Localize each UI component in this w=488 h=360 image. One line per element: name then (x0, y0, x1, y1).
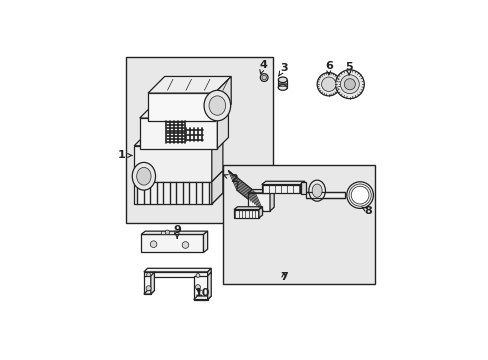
Ellipse shape (311, 184, 322, 197)
Polygon shape (134, 146, 211, 182)
Ellipse shape (208, 96, 225, 115)
Ellipse shape (137, 167, 151, 185)
Text: 10: 10 (194, 288, 209, 298)
Text: 6: 6 (324, 61, 332, 75)
Ellipse shape (308, 180, 325, 201)
Polygon shape (193, 276, 207, 300)
Polygon shape (148, 76, 231, 93)
Polygon shape (143, 276, 150, 294)
Polygon shape (261, 185, 300, 193)
Circle shape (146, 273, 150, 276)
Polygon shape (203, 231, 207, 252)
Polygon shape (207, 272, 211, 300)
Polygon shape (247, 190, 274, 193)
Circle shape (260, 74, 267, 81)
Polygon shape (141, 231, 207, 234)
Ellipse shape (278, 77, 286, 82)
Polygon shape (143, 272, 207, 278)
Polygon shape (269, 190, 274, 211)
Polygon shape (300, 181, 304, 193)
Circle shape (195, 285, 200, 290)
Polygon shape (233, 210, 259, 218)
Text: 7: 7 (280, 273, 287, 283)
Polygon shape (193, 296, 211, 300)
Polygon shape (150, 272, 154, 294)
Circle shape (182, 242, 188, 248)
Circle shape (321, 77, 335, 91)
Text: 8: 8 (361, 206, 371, 216)
Ellipse shape (203, 90, 230, 121)
Polygon shape (140, 118, 217, 149)
Polygon shape (134, 135, 223, 146)
Polygon shape (261, 181, 304, 185)
Circle shape (196, 274, 200, 278)
Polygon shape (174, 231, 178, 234)
Polygon shape (141, 234, 203, 252)
Polygon shape (160, 231, 174, 234)
Polygon shape (148, 93, 214, 121)
Bar (125, 57, 272, 223)
Polygon shape (278, 80, 286, 87)
Text: 3: 3 (278, 63, 287, 76)
Circle shape (317, 73, 340, 96)
Circle shape (335, 70, 364, 99)
Polygon shape (217, 107, 228, 149)
Text: 9: 9 (173, 225, 181, 238)
Polygon shape (300, 182, 305, 194)
Polygon shape (134, 182, 211, 204)
Polygon shape (259, 207, 262, 218)
Polygon shape (211, 171, 223, 204)
Polygon shape (140, 107, 228, 118)
Polygon shape (207, 268, 211, 278)
Circle shape (146, 286, 151, 291)
Polygon shape (143, 291, 154, 294)
Circle shape (350, 186, 368, 204)
Polygon shape (247, 193, 269, 211)
Circle shape (340, 75, 359, 94)
Circle shape (262, 75, 266, 80)
Polygon shape (233, 207, 262, 210)
Polygon shape (211, 135, 223, 182)
Text: 2: 2 (224, 174, 237, 184)
Text: 1: 1 (118, 150, 131, 161)
Ellipse shape (132, 162, 155, 190)
Polygon shape (134, 193, 223, 204)
Circle shape (150, 241, 157, 247)
Polygon shape (214, 76, 231, 121)
Bar (223, 165, 375, 284)
Circle shape (346, 182, 373, 208)
Text: 4: 4 (259, 60, 266, 74)
Polygon shape (143, 268, 211, 272)
Circle shape (344, 79, 355, 90)
Circle shape (165, 230, 169, 234)
Text: 5: 5 (345, 62, 352, 75)
Ellipse shape (278, 85, 286, 90)
Polygon shape (305, 192, 344, 198)
